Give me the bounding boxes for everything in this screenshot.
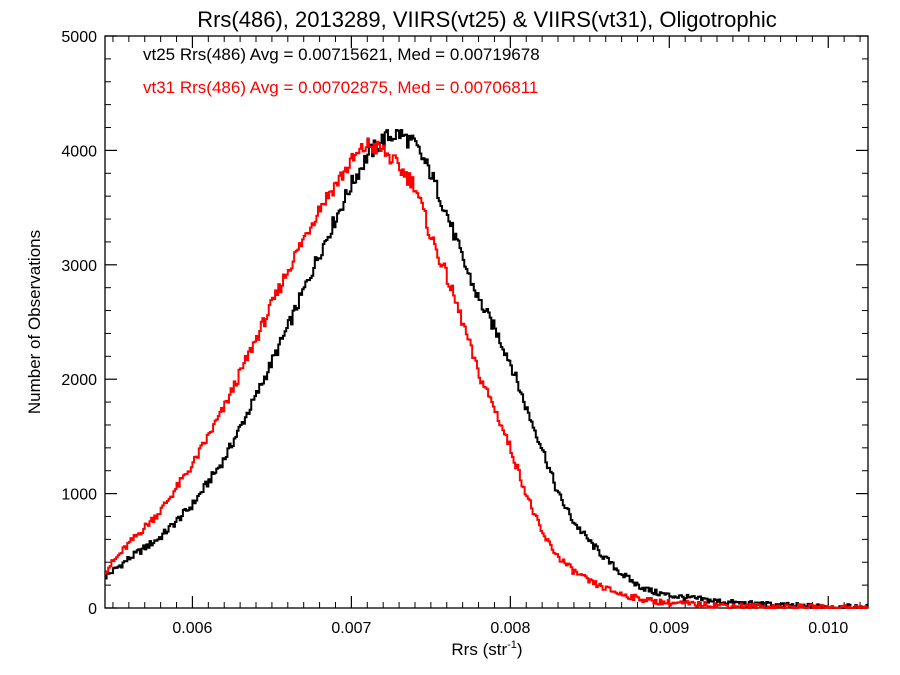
x-axis-label-main: Rrs (str <box>451 640 507 659</box>
y-tick-label: 5000 <box>61 29 97 46</box>
x-tick-label: 0.010 <box>808 620 848 637</box>
legend-entry-vt31: vt31 Rrs(486) Avg = 0.00702875, Med = 0.… <box>143 78 538 97</box>
x-tick-label: 0.007 <box>331 620 371 637</box>
series-layer <box>105 129 868 609</box>
plot-frame <box>104 35 869 609</box>
series-vt25-line <box>105 129 868 609</box>
x-tick-label: 0.009 <box>649 620 689 637</box>
y-axis-label: Number of Observations <box>25 230 44 414</box>
chart-title: Rrs(486), 2013289, VIIRS(vt25) & VIIRS(v… <box>197 7 777 32</box>
series-vt31-line <box>105 137 868 609</box>
x-tick-label: 0.006 <box>172 620 212 637</box>
legend-entry-vt25: vt25 Rrs(486) Avg = 0.00715621, Med = 0.… <box>143 45 540 64</box>
y-tick-label: 1000 <box>61 487 97 504</box>
y-tick-label: 3000 <box>61 258 97 275</box>
x-axis-label-sup: -1 <box>507 639 517 651</box>
x-axis-label: Rrs (str-1) <box>451 639 522 659</box>
y-tick-label: 2000 <box>61 372 97 389</box>
y-axis: 0 1000 2000 3000 4000 5000 <box>61 29 868 618</box>
y-tick-label: 4000 <box>61 143 97 160</box>
y-tick-label: 0 <box>88 601 97 618</box>
x-axis: 0.006 0.007 0.008 0.009 0.010 <box>112 36 861 637</box>
x-tick-label: 0.008 <box>490 620 530 637</box>
x-axis-label-end: ) <box>517 640 523 659</box>
